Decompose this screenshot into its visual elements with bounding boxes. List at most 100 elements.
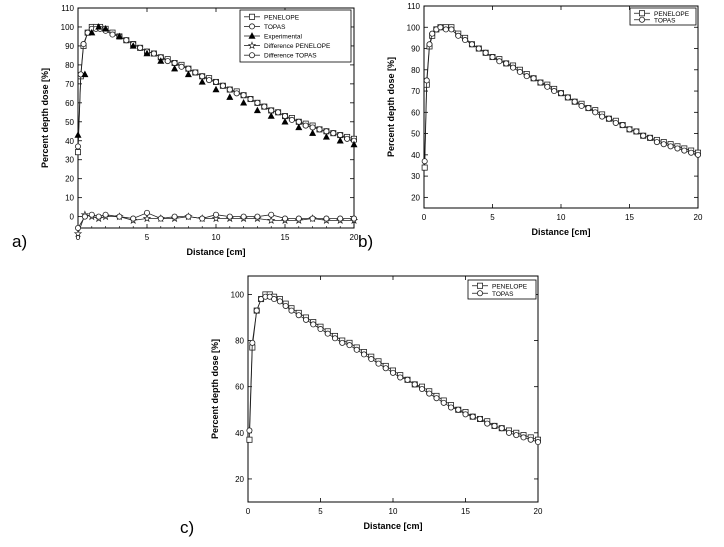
data-point <box>336 136 344 144</box>
data-point <box>551 88 558 95</box>
y-tick-label: 80 <box>65 61 74 70</box>
y-tick-label: 100 <box>407 23 421 32</box>
x-tick-label: 5 <box>145 233 150 242</box>
x-tick-label: 5 <box>490 213 495 222</box>
data-point <box>212 211 219 218</box>
legend-marker <box>248 23 255 30</box>
data-point <box>469 413 476 420</box>
y-tick-label: 70 <box>411 87 420 96</box>
data-point <box>442 26 449 33</box>
data-point <box>316 126 323 133</box>
data-point <box>418 385 425 392</box>
data-point <box>331 335 338 342</box>
data-point <box>81 70 89 78</box>
data-point <box>295 215 302 222</box>
data-point <box>447 404 454 411</box>
data-point <box>455 32 462 39</box>
series-line <box>424 26 699 168</box>
data-point <box>302 122 309 129</box>
x-tick-label: 15 <box>281 233 290 242</box>
data-point <box>681 147 688 154</box>
data-point <box>421 158 428 165</box>
chart-2: 0 5 10 15 20 20 40 60 80 100 Distance [cm] Percent … <box>210 275 543 531</box>
series-topas <box>421 24 702 165</box>
data-point <box>295 118 302 125</box>
data-point <box>653 139 660 146</box>
data-point <box>660 141 667 148</box>
data-point <box>254 99 261 106</box>
data-point <box>626 126 633 133</box>
data-point <box>578 102 585 109</box>
data-point <box>339 339 346 346</box>
x-tick-label: 10 <box>557 213 566 222</box>
data-point <box>640 132 647 139</box>
data-point <box>592 109 599 116</box>
data-point <box>389 369 396 376</box>
data-point <box>226 213 233 220</box>
series-penelope <box>246 291 542 443</box>
data-point <box>468 41 475 48</box>
legend-marker <box>639 10 646 17</box>
data-point <box>462 37 469 44</box>
legend-marker <box>248 13 255 20</box>
data-point <box>219 82 226 89</box>
data-point <box>423 77 430 84</box>
data-point <box>295 312 302 319</box>
data-point <box>143 209 150 216</box>
data-point <box>558 90 565 97</box>
data-point <box>527 436 534 443</box>
y-tick-label: 20 <box>65 175 74 184</box>
data-point <box>503 60 510 67</box>
data-point <box>433 395 440 402</box>
y-tick-label: 50 <box>65 118 74 127</box>
x-axis-label: Distance [cm] <box>531 227 590 237</box>
data-point <box>211 214 221 223</box>
data-point <box>505 429 512 436</box>
y-tick-label: 110 <box>407 2 420 11</box>
y-axis-label: Percent depth dose [%] <box>40 68 50 168</box>
data-point <box>599 113 606 120</box>
x-tick-label: 0 <box>246 507 251 516</box>
data-point <box>81 213 88 220</box>
data-point <box>302 316 309 323</box>
data-point <box>535 439 542 446</box>
legend-label: PENELOPE <box>492 283 528 290</box>
x-tick-label: 20 <box>694 213 703 222</box>
legend-marker <box>248 32 256 39</box>
data-point <box>142 214 152 223</box>
y-tick-label: 60 <box>411 108 420 117</box>
data-point <box>88 211 95 218</box>
data-point <box>206 77 213 84</box>
data-point <box>324 330 331 337</box>
data-point <box>266 215 276 224</box>
y-tick-label: 40 <box>411 151 420 160</box>
y-tick-label: 40 <box>65 137 74 146</box>
data-point <box>247 96 254 103</box>
data-point <box>157 215 164 222</box>
data-point <box>350 140 358 148</box>
data-point <box>323 128 330 135</box>
data-point <box>605 115 612 122</box>
data-point <box>426 41 433 48</box>
data-point <box>475 45 482 52</box>
data-point <box>143 49 151 57</box>
data-point <box>271 296 278 303</box>
y-tick-label: 90 <box>65 42 74 51</box>
data-point <box>150 50 157 57</box>
x-axis-label: Distance [cm] <box>186 247 245 257</box>
data-point <box>337 215 344 222</box>
data-point <box>440 399 447 406</box>
series-experimental <box>74 23 358 148</box>
data-point <box>88 28 96 36</box>
series-topas <box>246 293 542 446</box>
data-point <box>282 302 289 309</box>
data-point <box>688 149 695 156</box>
data-point <box>647 134 654 141</box>
data-point <box>268 211 275 218</box>
y-tick-label: 80 <box>411 66 420 75</box>
x-tick-label: 15 <box>461 507 470 516</box>
data-point <box>513 432 520 439</box>
data-point <box>585 105 592 112</box>
data-point <box>288 116 295 123</box>
